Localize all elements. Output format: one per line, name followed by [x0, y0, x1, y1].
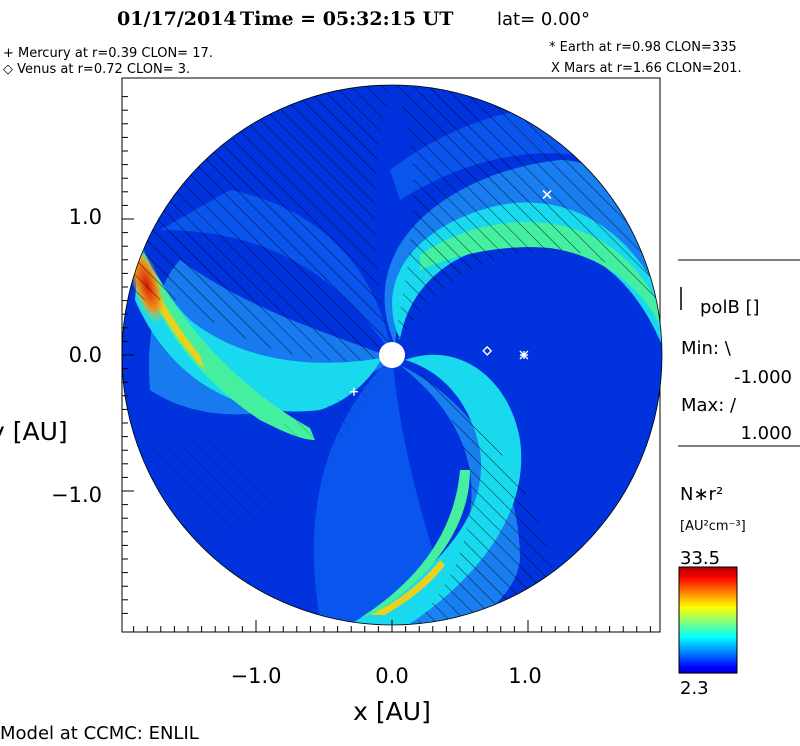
colorbar-step: [679, 597, 737, 600]
title-date: 01/17/2014: [117, 8, 237, 30]
colorbar-step: [679, 577, 737, 580]
min-value: -1.000: [734, 367, 792, 388]
colorbar-step: [679, 659, 737, 662]
colorbar-step: [679, 623, 737, 626]
colorbar-step: [679, 635, 737, 638]
colorbar-step: [679, 629, 737, 632]
colorbar-step: [679, 657, 737, 660]
colorbar-step: [679, 579, 737, 582]
y-tick-label-neg1: −1.0: [51, 483, 102, 507]
colorbar-step: [679, 589, 737, 592]
polarity-hatch-d: [122, 355, 392, 560]
colorbar-step: [679, 595, 737, 598]
max-label: Max: /: [681, 395, 737, 416]
colorbar-unit: [AU²cm⁻³]: [680, 519, 746, 534]
title-lat: lat= 0.00°: [497, 9, 590, 30]
colorbar-step: [679, 619, 737, 622]
colorbar-step: [679, 583, 737, 586]
colorbar-step: [679, 649, 737, 652]
inner-boundary-sun: [379, 342, 405, 368]
polarity-hatch-c: [392, 355, 560, 625]
colorbar-step: [679, 639, 737, 642]
y-axis-ticks: [122, 96, 134, 614]
venus-legend: ◇ Venus at r=0.72 CLON= 3.: [3, 62, 190, 77]
colorbar-step: [679, 593, 737, 596]
colorbar-step: [679, 617, 737, 620]
colorbar: [679, 567, 737, 674]
colorbar-step: [679, 643, 737, 646]
colorbar-step: [679, 613, 737, 616]
colorbar-step: [679, 641, 737, 644]
colorbar-step: [679, 661, 737, 664]
colorbar-step: [679, 567, 737, 570]
arm-core-lower-yellow: [370, 560, 445, 615]
earth-legend: * Earth at r=0.98 CLON=335: [549, 40, 737, 55]
colorbar-step: [679, 651, 737, 654]
venus-marker: [482, 345, 493, 356]
colorbar-step: [679, 591, 737, 594]
x-axis-ticks: [133, 620, 651, 632]
colorbar-step: [679, 599, 737, 602]
colorbar-step: [679, 663, 737, 666]
mars-marker: [542, 189, 552, 200]
arm-core-lower: [360, 470, 470, 618]
colorbar-min: 2.3: [680, 678, 709, 699]
colorbar-step: [679, 573, 737, 576]
colorbar-title: N∗r²: [680, 484, 723, 505]
x-tick-label-1: 1.0: [508, 664, 541, 688]
y-axis-label: y [AU]: [0, 417, 68, 446]
colorbar-step: [679, 671, 737, 674]
colorbar-step: [679, 605, 737, 608]
colorbar-step: [679, 569, 737, 572]
colorbar-step: [679, 631, 737, 634]
colorbar-step: [679, 621, 737, 624]
polb-label: polB []: [700, 297, 760, 318]
colorbar-step: [679, 611, 737, 614]
arm-cyan-left: [135, 240, 382, 412]
max-value: 1.000: [740, 423, 792, 444]
x-axis-label: x [AU]: [353, 697, 431, 726]
colorbar-step: [679, 581, 737, 584]
colorbar-max: 33.5: [680, 548, 720, 569]
colorbar-step: [679, 633, 737, 636]
colorbar-step: [679, 665, 737, 668]
planet-markers: [349, 189, 552, 396]
colorbar-step: [679, 645, 737, 648]
colorbar-step: [679, 615, 737, 618]
colorbar-step: [679, 603, 737, 606]
colorbar-step: [679, 653, 737, 656]
colorbar-step: [679, 609, 737, 612]
colorbar-step: [679, 587, 737, 590]
min-label: Min: \: [681, 338, 732, 359]
y-tick-label-0: 0.0: [69, 343, 102, 367]
model-credit: Model at CCMC: ENLIL: [0, 723, 199, 744]
colorbar-step: [679, 571, 737, 574]
mars-legend: X Mars at r=1.66 CLON=201.: [551, 61, 742, 76]
mercury-marker: [349, 387, 358, 396]
colorbar-step: [679, 655, 737, 658]
colorbar-step: [679, 607, 737, 610]
earth-marker: [519, 350, 529, 360]
colorbar-frame: [678, 566, 738, 674]
x-tick-label-0: 0.0: [375, 664, 408, 688]
x-tick-label-neg1: −1.0: [231, 664, 282, 688]
mercury-legend: + Mercury at r=0.39 CLON= 17.: [3, 46, 213, 61]
colorbar-step: [679, 601, 737, 604]
arm-core-left-yellow: [138, 255, 205, 370]
title-time: Time = 05:32:15 UT: [240, 8, 453, 30]
colorbar-step: [679, 585, 737, 588]
colorbar-step: [679, 647, 737, 650]
colorbar-step: [679, 667, 737, 670]
colorbar-step: [679, 627, 737, 630]
colorbar-step: [679, 637, 737, 640]
colorbar-step: [679, 625, 737, 628]
colorbar-step: [679, 669, 737, 672]
colorbar-step: [679, 575, 737, 578]
y-tick-label-1: 1.0: [69, 205, 102, 229]
